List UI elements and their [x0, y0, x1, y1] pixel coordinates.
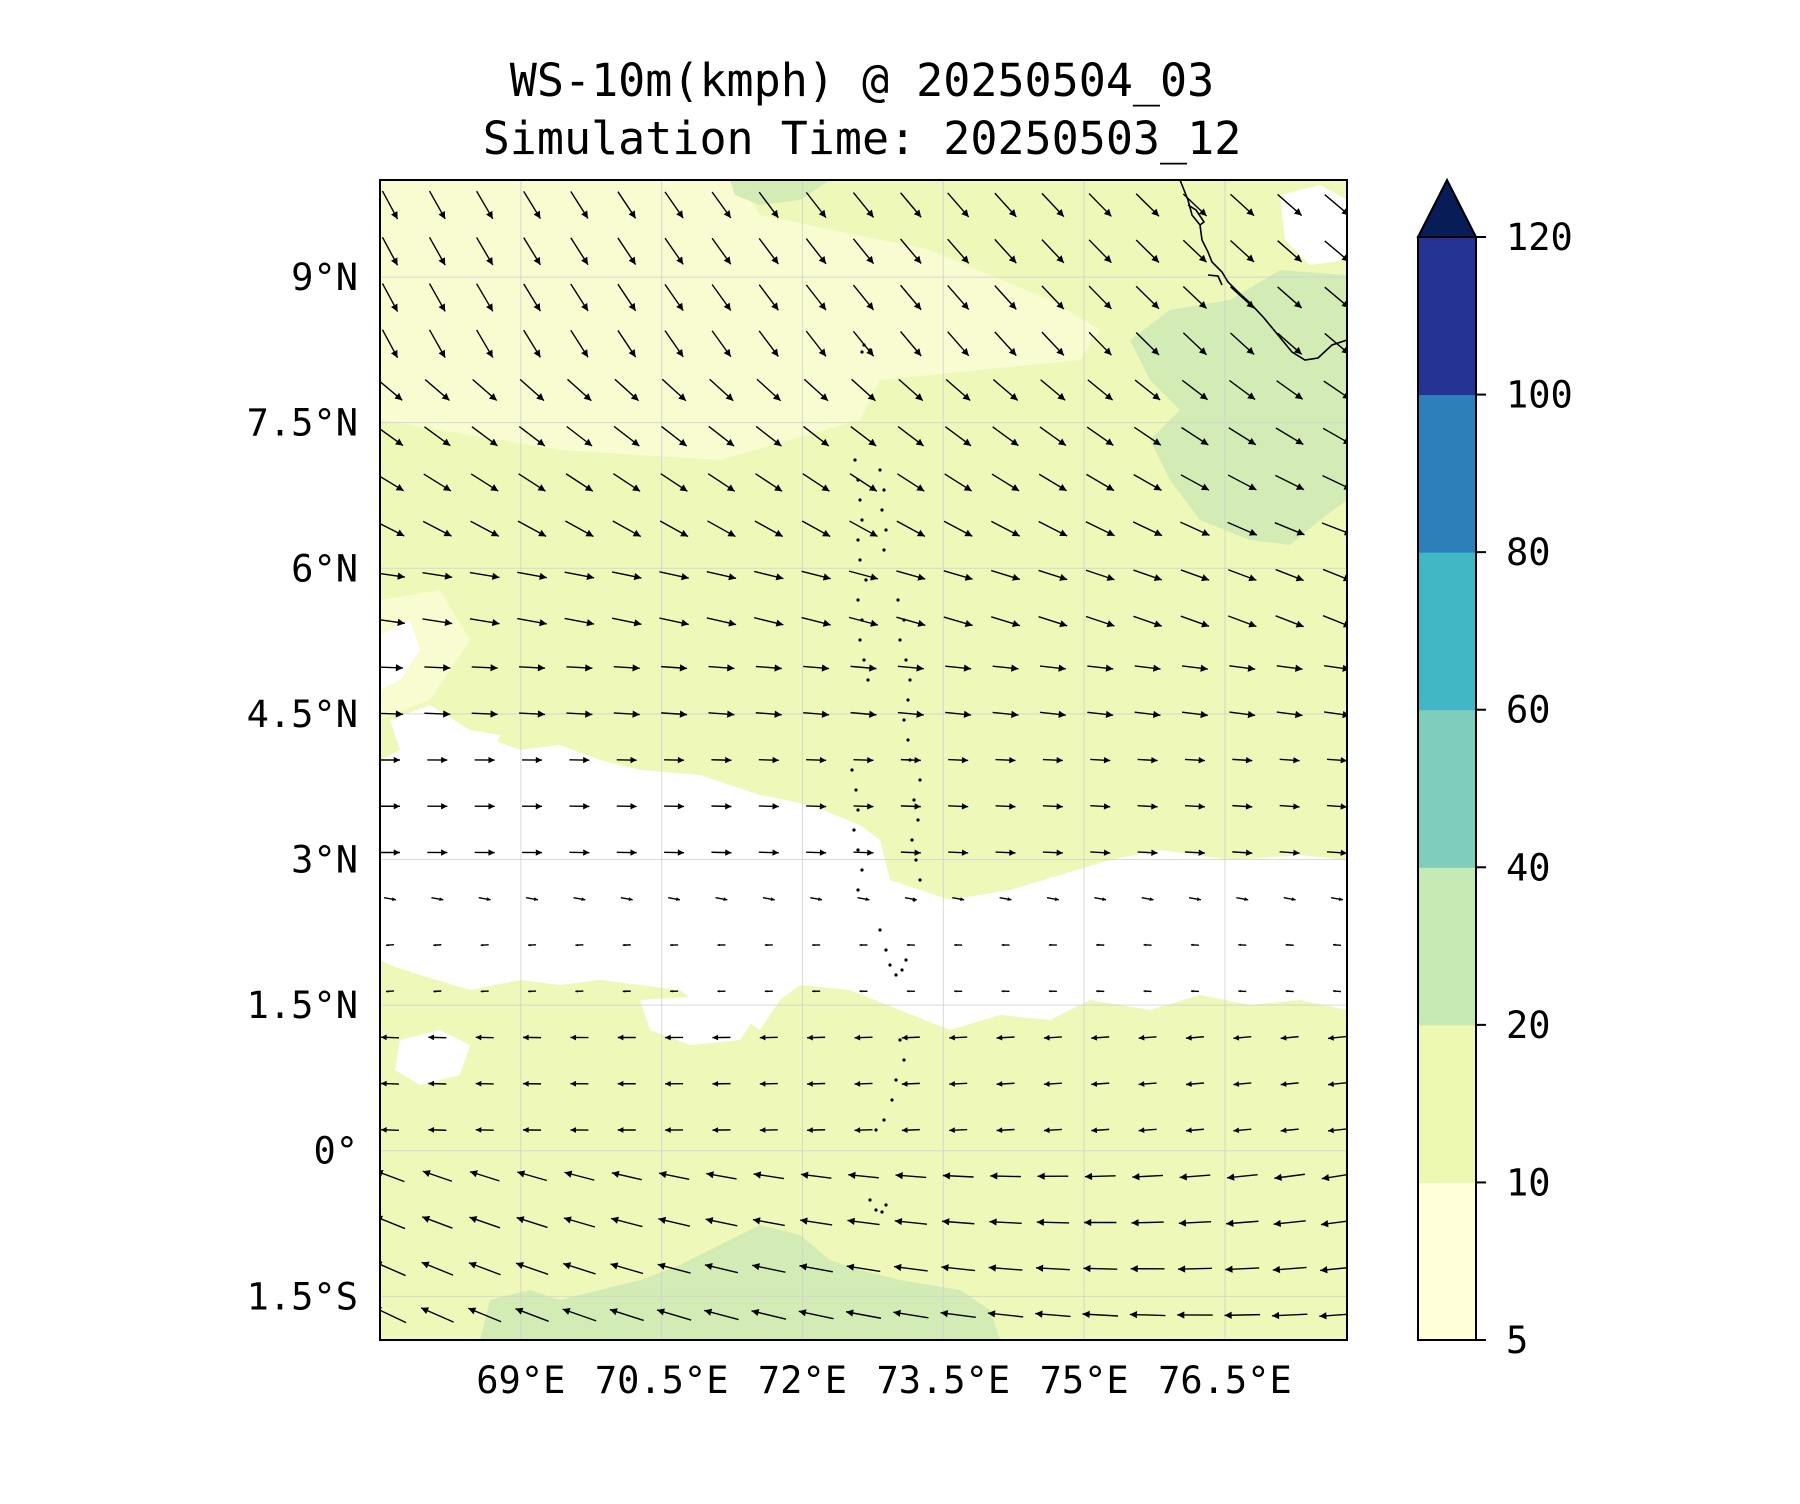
island-dot: [854, 788, 857, 791]
y-tick-label: 6°N: [291, 547, 358, 590]
x-tick-label: 70.5°E: [595, 1359, 729, 1402]
island-dot: [918, 878, 921, 881]
island-dot: [910, 838, 913, 841]
island-dot: [878, 468, 881, 471]
colorbar: 5 10 20 40 60 80 100 120: [1418, 180, 1573, 1362]
island-dot: [894, 1078, 897, 1081]
island-dot: [868, 1198, 871, 1201]
island-dot: [906, 738, 909, 741]
island-dot: [856, 598, 859, 601]
island-dot: [860, 518, 863, 521]
island-dot: [890, 1098, 893, 1101]
map-panel: [374, 180, 1355, 1340]
y-tick-label: 7.5°N: [247, 402, 358, 445]
island-dot: [862, 658, 865, 661]
colorbar-label: 10: [1506, 1161, 1551, 1204]
colorbar-label: 100: [1506, 374, 1573, 417]
island-dot: [902, 718, 905, 721]
colorbar-segment: [1418, 395, 1476, 553]
island-dot: [896, 598, 899, 601]
colorbar-segment: [1418, 1182, 1476, 1340]
island-dot: [874, 1128, 877, 1131]
x-tick-label: 73.5°E: [876, 1359, 1010, 1402]
island-dot: [860, 868, 863, 871]
island-dot: [916, 818, 919, 821]
y-tick-label: 1.5°N: [247, 984, 358, 1027]
island-dot: [856, 888, 859, 891]
colorbar-label: 5: [1506, 1319, 1528, 1362]
x-tick-label: 69°E: [476, 1359, 565, 1402]
island-dot: [856, 538, 859, 541]
island-dot: [850, 768, 853, 771]
colorbar-segment: [1418, 710, 1476, 868]
island-dot: [852, 828, 855, 831]
island-dot: [864, 578, 867, 581]
colorbar-label: 40: [1506, 846, 1551, 889]
x-axis-tick-labels: 69°E 70.5°E 72°E 73.5°E 75°E 76.5°E: [476, 1359, 1292, 1402]
colorbar-label: 60: [1506, 689, 1551, 732]
island-dot: [900, 968, 903, 971]
island-dot: [858, 638, 861, 641]
title-line-1: WS-10m(kmph) @ 20250504_03: [510, 54, 1214, 107]
colorbar-segment: [1418, 1025, 1476, 1183]
colorbar-label: 120: [1506, 216, 1573, 259]
island-dot: [902, 1058, 905, 1061]
y-axis-tick-labels: 9°N 7.5°N 6°N 4.5°N 3°N 1.5°N 0° 1.5°S: [247, 256, 358, 1318]
x-tick-label: 72°E: [758, 1359, 847, 1402]
y-tick-label: 0°: [313, 1130, 358, 1173]
colorbar-segment: [1418, 552, 1476, 710]
island-dot: [894, 973, 897, 976]
y-tick-label: 1.5°S: [247, 1275, 358, 1318]
island-dot: [853, 458, 856, 461]
y-tick-label: 3°N: [291, 838, 358, 881]
island-dot: [884, 1203, 887, 1206]
x-tick-label: 76.5°E: [1158, 1359, 1292, 1402]
title-line-2: Simulation Time: 20250503_12: [483, 112, 1242, 165]
island-dot: [856, 848, 859, 851]
island-dot: [884, 948, 887, 951]
island-dot: [866, 678, 869, 681]
colorbar-extend-arrow: [1418, 180, 1476, 237]
colorbar-label: 80: [1506, 531, 1551, 574]
island-dot: [888, 963, 891, 966]
island-dot: [898, 638, 901, 641]
island-dot: [880, 508, 883, 511]
island-dot: [906, 698, 909, 701]
island-dot: [856, 808, 859, 811]
island-dot: [882, 1118, 885, 1121]
island-dot: [860, 350, 863, 353]
island-dot: [908, 678, 911, 681]
island-dot: [858, 558, 861, 561]
island-dot: [878, 928, 881, 931]
island-dot: [898, 1038, 901, 1041]
island-dot: [918, 778, 921, 781]
island-dot: [912, 798, 915, 801]
island-dot: [882, 548, 885, 551]
island-dot: [914, 858, 917, 861]
colorbar-segment: [1418, 867, 1476, 1025]
island-dot: [904, 658, 907, 661]
colorbar-segment: [1418, 237, 1476, 395]
island-dot: [884, 528, 887, 531]
y-tick-label: 4.5°N: [247, 693, 358, 736]
island-dot: [874, 1208, 877, 1211]
island-dot: [858, 498, 861, 501]
x-tick-label: 75°E: [1040, 1359, 1129, 1402]
island-dot: [880, 1210, 883, 1213]
island-dot: [882, 488, 885, 491]
y-tick-label: 9°N: [291, 256, 358, 299]
island-dot: [904, 958, 907, 961]
colorbar-label: 20: [1506, 1004, 1551, 1047]
